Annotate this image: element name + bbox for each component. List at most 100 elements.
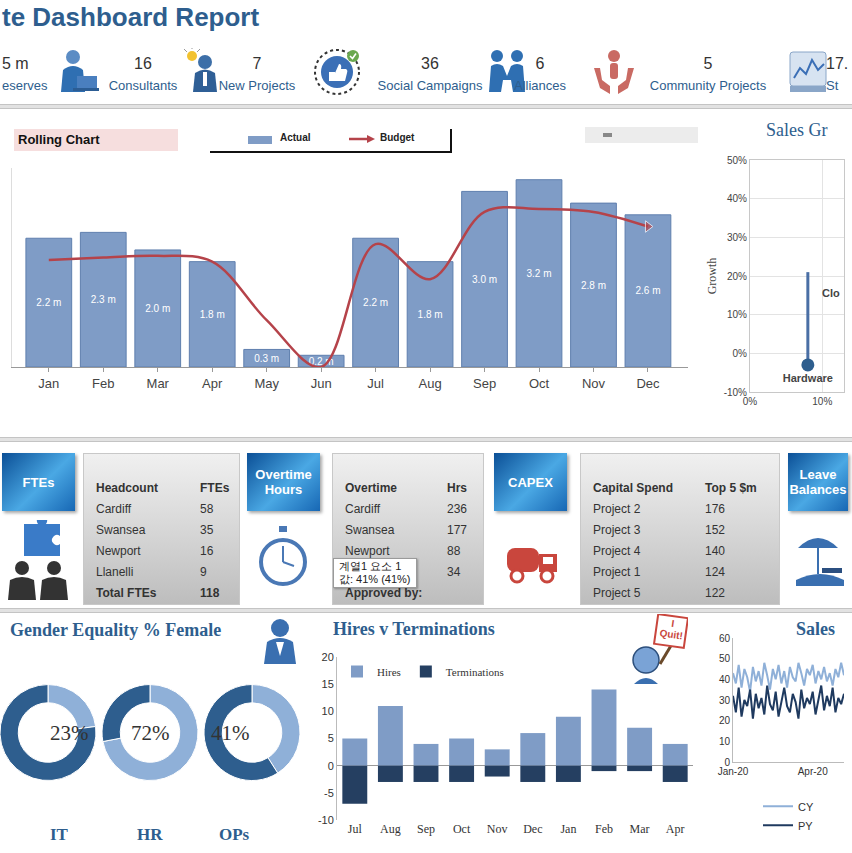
svg-text:30: 30 [719,695,731,706]
html-text:58: 58 [200,502,214,516]
svg-text:1.8 m: 1.8 m [418,309,443,320]
html-text:Social Campaigns: Social Campaigns [377,78,483,93]
svg-text:3.2 m: 3.2 m [527,268,552,279]
svg-text:20: 20 [719,715,731,726]
html-text:36: 36 [421,55,439,72]
svg-text:72%: 72% [131,721,170,745]
svg-text:Sep: Sep [417,822,435,836]
svg-text:2.3 m: 2.3 m [91,294,116,305]
svg-text:40%: 40% [727,193,747,204]
svg-text:-10: -10 [318,814,334,826]
html-text:17.: 17. [826,55,849,72]
html-text:New Projects: New Projects [218,78,296,93]
svg-text:2.8 m: 2.8 m [581,280,606,291]
svg-text:IT: IT [50,825,69,844]
svg-text:2.2 m: 2.2 m [36,297,61,308]
svg-text:HR: HR [137,825,163,844]
svg-text:Apr-20: Apr-20 [798,766,828,777]
svg-text:5: 5 [328,732,334,744]
html-text:Hires v Terminations: Hires v Terminations [333,619,495,639]
svg-text:Apr: Apr [666,822,685,836]
svg-text:Jul: Jul [367,376,384,391]
svg-text:Nov: Nov [582,376,606,391]
svg-text:Feb: Feb [92,376,114,391]
svg-text:20%: 20% [727,271,747,282]
html-text:Rolling Chart: Rolling Chart [18,132,100,147]
svg-text:Aug: Aug [380,822,401,836]
html-text:Headcount: Headcount [96,481,158,495]
svg-text:10: 10 [719,736,731,747]
html-text:Sales: Sales [796,619,835,639]
svg-text:50: 50 [719,653,731,664]
svg-text:Oct: Oct [453,822,471,836]
html-text:te Dashboard Report: te Dashboard Report [2,2,260,32]
svg-text:Apr: Apr [202,376,223,391]
svg-text:Feb: Feb [595,822,613,836]
svg-text:3.0 m: 3.0 m [472,274,497,285]
svg-text:0%: 0% [743,396,758,407]
html-text:eserves: eserves [2,78,48,93]
svg-text:Aug: Aug [419,376,442,391]
svg-text:0: 0 [724,757,730,768]
svg-text:Mar: Mar [147,376,170,391]
svg-text:2.6 m: 2.6 m [635,285,660,296]
svg-text:2.2 m: 2.2 m [363,297,388,308]
svg-text:Jan: Jan [38,376,59,391]
svg-text:Clo: Clo [822,287,840,299]
svg-text:0: 0 [328,760,334,772]
html-text:Leave Balances: Leave Balances [789,467,847,497]
html-text:CAPEX: CAPEX [508,474,553,490]
svg-text:50%: 50% [727,155,747,166]
svg-text:Jan: Jan [560,822,576,836]
svg-text:Jul: Jul [348,822,363,836]
html-text:Consultants: Consultants [108,78,178,93]
svg-text:Oct: Oct [529,376,550,391]
html-text:Gender Equality % Female: Gender Equality % Female [10,620,222,640]
svg-text:Mar: Mar [630,822,650,836]
svg-text:0.3 m: 0.3 m [254,353,279,364]
svg-text:-10%: -10% [724,387,747,398]
svg-text:10: 10 [322,705,334,717]
html-text:Newport: Newport [96,544,141,558]
svg-text:2.0 m: 2.0 m [145,303,170,314]
svg-text:15: 15 [322,678,334,690]
html-text:FTEs: FTEs [22,474,55,490]
svg-text:Dec: Dec [636,376,660,391]
svg-text:Hires: Hires [377,666,401,678]
svg-text:23%: 23% [50,721,89,745]
html-text:Swansea: Swansea [96,523,146,537]
html-text:Cardiff: Cardiff [96,502,132,516]
html-text:Alliances: Alliances [514,78,566,93]
svg-text:10%: 10% [727,309,747,320]
html-text:I Quit!: I Quit! [658,617,684,642]
html-text:5 m: 5 m [2,55,29,72]
svg-text:Dec: Dec [523,822,542,836]
svg-text:0%: 0% [733,348,748,359]
svg-text:40: 40 [719,674,731,685]
svg-text:PY: PY [798,820,813,832]
svg-text:OPs: OPs [219,825,250,844]
html-text:Sales Gr: Sales Gr [766,120,828,140]
html-text:35: 35 [200,523,214,537]
svg-text:May: May [254,376,279,391]
svg-text:Sep: Sep [473,376,496,391]
html-text:FTEs: FTEs [200,481,230,495]
html-text:Community Projects: Community Projects [649,78,767,93]
html-text:16: 16 [134,55,152,72]
svg-text:Jan-20: Jan-20 [718,766,749,777]
svg-text:10%: 10% [812,396,832,407]
svg-text:CY: CY [798,801,814,813]
svg-text:30%: 30% [727,232,747,243]
svg-text:-5: -5 [324,787,334,799]
svg-text:41%: 41% [211,721,250,745]
svg-text:Jun: Jun [311,376,332,391]
html-text:Overtime Hours: Overtime Hours [255,467,312,497]
svg-text:Nov: Nov [487,822,508,836]
svg-text:Hardware: Hardware [783,372,833,384]
svg-text:Terminations: Terminations [446,666,504,678]
svg-text:Growth: Growth [705,258,719,295]
svg-text:0.2 m: 0.2 m [309,356,334,367]
svg-text:20: 20 [322,651,334,663]
svg-text:60: 60 [719,633,731,644]
svg-text:1.8 m: 1.8 m [200,309,225,320]
